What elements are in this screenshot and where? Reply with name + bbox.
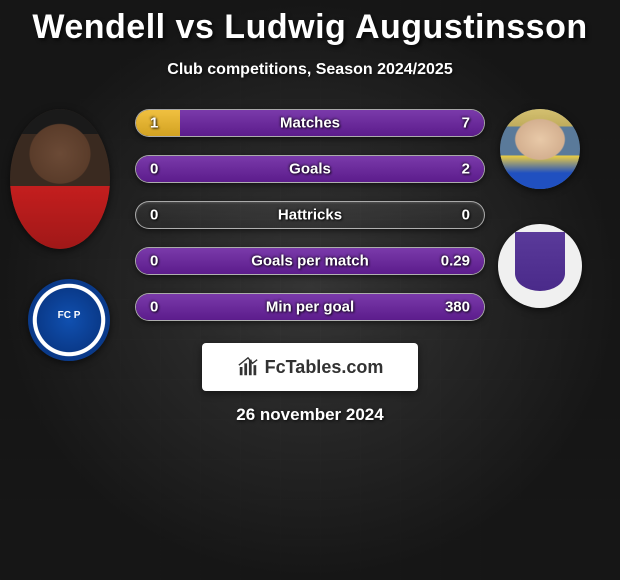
stat-row: 02Goals: [135, 155, 485, 183]
footer-brand-badge: FcTables.com: [202, 343, 418, 391]
player-right-image: [500, 109, 580, 189]
page-title: Wendell vs Ludwig Augustinsson: [0, 0, 620, 47]
stat-label: Matches: [136, 115, 484, 132]
stat-label: Hattricks: [136, 207, 484, 224]
player-left-avatar: [10, 109, 110, 249]
club-right-image: [498, 224, 582, 308]
stat-label: Goals: [136, 161, 484, 178]
stat-row: 00.29Goals per match: [135, 247, 485, 275]
date-text: 26 november 2024: [0, 405, 620, 425]
club-left-image: [28, 279, 110, 361]
stat-row: 17Matches: [135, 109, 485, 137]
stat-label: Goals per match: [136, 253, 484, 270]
stat-row: 00Hattricks: [135, 201, 485, 229]
club-left-badge: [28, 279, 110, 361]
footer-brand-text: FcTables.com: [265, 357, 384, 378]
stat-label: Min per goal: [136, 299, 484, 316]
stats-bars: 17Matches 02Goals 00Hattricks 00.29Goals pe…: [135, 109, 485, 321]
player-left-image: [10, 109, 110, 249]
subtitle: Club competitions, Season 2024/2025: [0, 61, 620, 79]
stat-row: 0380Min per goal: [135, 293, 485, 321]
club-right-badge: [498, 224, 582, 308]
chart-icon: [237, 356, 259, 378]
player-right-avatar: [500, 109, 580, 189]
comparison-content: 17Matches 02Goals 00Hattricks 00.29Goals pe…: [0, 109, 620, 425]
